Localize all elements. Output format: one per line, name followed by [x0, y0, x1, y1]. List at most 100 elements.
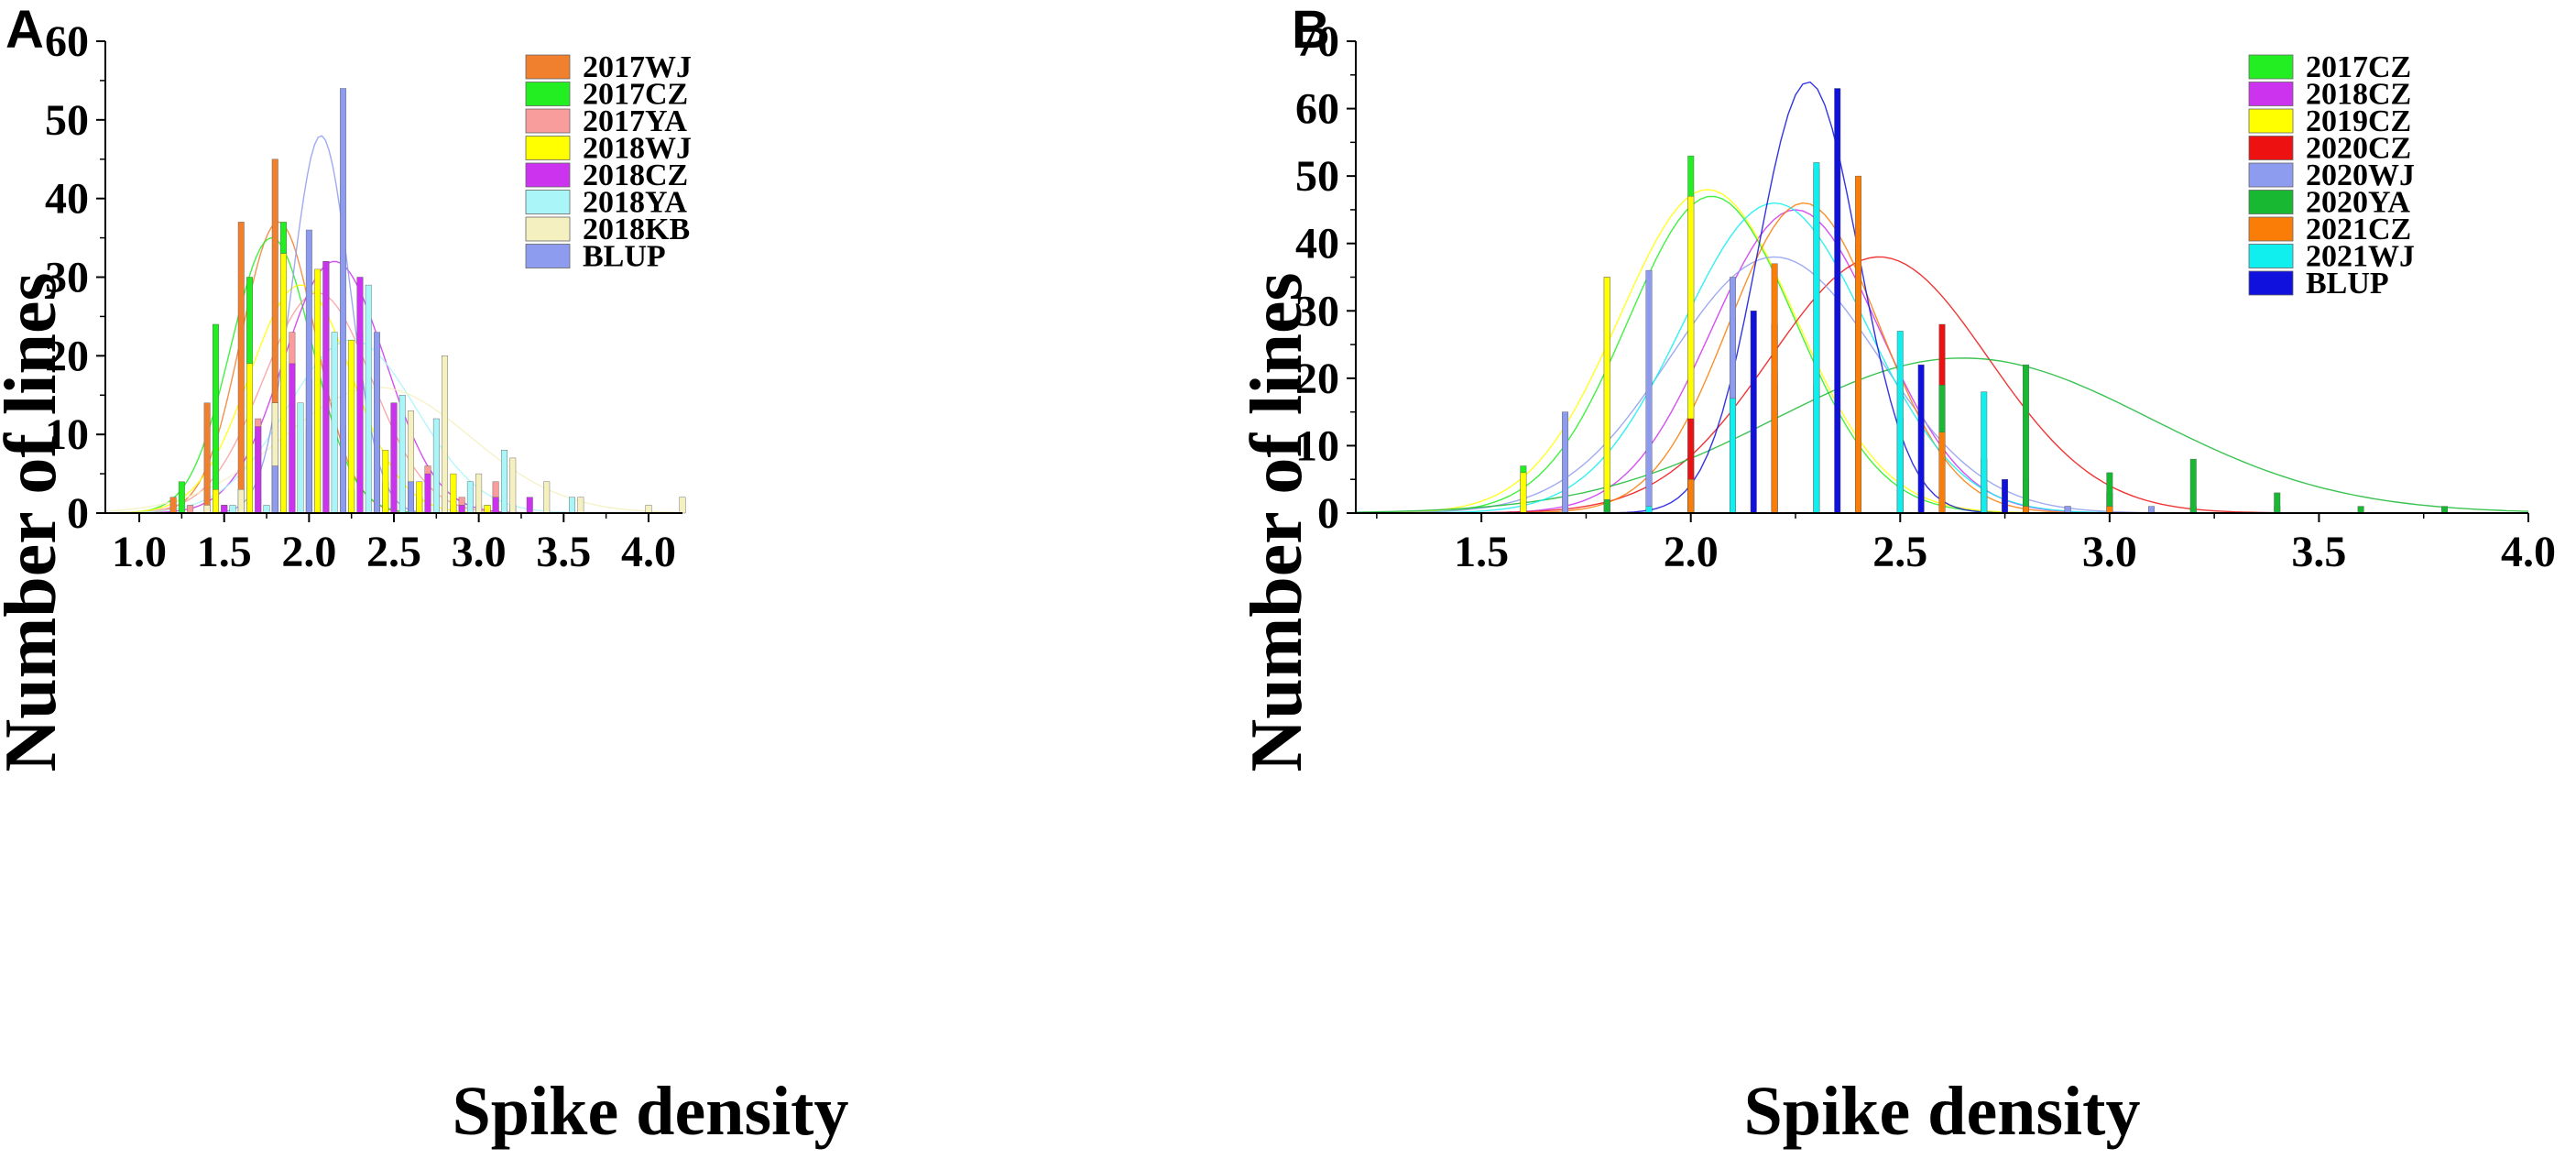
bar-2021wj	[1981, 391, 1988, 514]
bar-2017cz	[178, 481, 185, 514]
bar-blup	[1917, 364, 1925, 514]
bar-2020wj	[1562, 411, 1569, 514]
bar-2018wj	[416, 481, 423, 514]
panel-a-axes: 0 10 20 30 40 50 60 1.0 1.5 2.0 2.5 3.0 3.5 4.0	[45, 17, 682, 576]
legend-swatch-2021wj	[2248, 244, 2294, 268]
bar-2021wj	[1729, 398, 1736, 514]
bar-2018kb	[543, 481, 551, 514]
bar-2017wj	[237, 222, 245, 514]
bar-2020ya	[2022, 364, 2029, 514]
y-tick-label: 30	[45, 254, 89, 302]
bar-2018cz	[424, 473, 431, 514]
legend-label-2018ya: 2018YA	[583, 186, 687, 220]
bar-2018ya	[432, 418, 440, 514]
panel-b-bars	[1520, 88, 2449, 514]
legend-swatch-blup	[2248, 270, 2294, 296]
bar-2018cz	[289, 363, 296, 514]
panel-b: B Number of lines Spike density 0 10 20 30 4…	[1237, 0, 2556, 1150]
bar-2018kb	[442, 355, 448, 514]
legend-swatch-2017cz	[2248, 54, 2294, 80]
bar-2018kb	[475, 473, 483, 514]
panel-b-legend: 2017CZ2018CZ2019CZ2020CZ2020WJ2020YA2021…	[2248, 50, 2415, 301]
y-tick-label: 10	[1295, 421, 1339, 470]
bar-2018kb	[203, 505, 211, 514]
bar-2020ya	[1603, 499, 1610, 514]
bar-2018cz	[356, 277, 364, 514]
bar-2017wj	[203, 402, 211, 514]
bar-blup	[1750, 311, 1757, 514]
bar-2018wj	[382, 450, 389, 514]
x-tick-label: 2.5	[366, 528, 421, 576]
bar-2021cz	[1855, 175, 1862, 514]
panel-b-letter: B	[1292, 0, 1330, 60]
bar-2020wj	[2064, 506, 2071, 514]
bar-2021cz	[1687, 479, 1695, 514]
y-tick-label: 20	[1295, 355, 1339, 403]
y-tick-label: 10	[45, 410, 89, 459]
bar-2018kb	[645, 505, 652, 514]
bar-2018ya	[365, 284, 372, 514]
y-tick-label: 0	[1317, 489, 1339, 538]
x-tick-label: 3.0	[452, 528, 507, 576]
bar-2018cz	[221, 505, 228, 514]
legend-swatch-2017ya	[525, 108, 571, 134]
panel-b-axes: 0 10 20 30 40 50 60 70 1.5 2.0 2.5 3.0 3.5 4.0	[1295, 17, 2556, 576]
legend-swatch-2020cz	[2248, 136, 2294, 160]
y-tick-label: 60	[1295, 85, 1339, 134]
legend-label-2018cz: 2018CZ	[583, 159, 688, 192]
bar-2018cz	[492, 497, 499, 514]
panel-a-bars	[169, 88, 686, 514]
legend-swatch-2019cz	[2248, 108, 2294, 134]
legend-label-2017cz: 2017CZ	[2306, 50, 2411, 84]
bar-2020ya	[2274, 492, 2281, 514]
bar-2018ya	[229, 505, 236, 514]
legend-swatch-2020wj	[2248, 162, 2294, 188]
bar-2018kb	[237, 489, 245, 514]
bar-2018ya	[331, 332, 338, 514]
bar-2018wj	[348, 340, 355, 514]
legend-label-2018kb: 2018KB	[583, 213, 690, 246]
bar-2018kb	[679, 497, 686, 514]
legend-swatch-2018cz	[2248, 82, 2294, 106]
panel-a-x-axis-title: Spike density	[453, 1073, 849, 1150]
bar-2018ya	[501, 450, 508, 514]
y-tick-label: 70	[1295, 17, 1339, 66]
legend-swatch-2021cz	[2248, 216, 2294, 242]
legend-swatch-2018kb	[525, 216, 571, 242]
legend-label-2018cz: 2018CZ	[2306, 78, 2411, 112]
bar-2021cz	[2022, 506, 2029, 514]
bar-2021cz	[1771, 263, 1778, 514]
bar-blup	[408, 481, 414, 514]
bar-2021cz	[1938, 432, 1946, 514]
legend-swatch-2020ya	[2248, 190, 2294, 214]
bar-2020wj	[1645, 269, 1653, 514]
legend-swatch-blup	[525, 244, 571, 268]
legend-label-blup: BLUP	[2306, 267, 2389, 301]
legend-label-2017wj: 2017WJ	[583, 50, 692, 84]
y-tick-label: 40	[1295, 220, 1339, 268]
legend-label-2021wj: 2021WJ	[2306, 240, 2415, 274]
x-tick-label: 2.0	[281, 528, 336, 576]
bar-2018kb	[509, 457, 517, 514]
y-tick-label: 60	[45, 17, 89, 66]
x-tick-label: 2.5	[1872, 528, 1927, 576]
bar-blup	[271, 465, 278, 514]
bar-2018ya	[569, 497, 575, 514]
bar-2017ya	[187, 505, 194, 514]
bar-2018wj	[450, 473, 457, 514]
bar-blup	[2002, 479, 2009, 514]
bar-2021cz	[2106, 506, 2113, 514]
bar-2020ya	[2441, 506, 2449, 514]
bar-2019cz	[1603, 277, 1610, 514]
bar-2021wj	[1813, 162, 1820, 514]
bar-2018wj	[484, 505, 491, 514]
legend-swatch-2017cz	[525, 82, 571, 106]
bar-2018cz	[526, 497, 533, 514]
y-tick-label: 20	[45, 332, 89, 380]
legend-swatch-2018cz	[525, 162, 571, 188]
panel-b-x-axis-title: Spike density	[1744, 1073, 2141, 1150]
bar-2018cz	[390, 402, 398, 514]
x-tick-label: 1.5	[197, 528, 252, 576]
bar-2018cz	[255, 426, 262, 514]
panel-a-y-axis-title: Number of lines	[0, 272, 71, 771]
